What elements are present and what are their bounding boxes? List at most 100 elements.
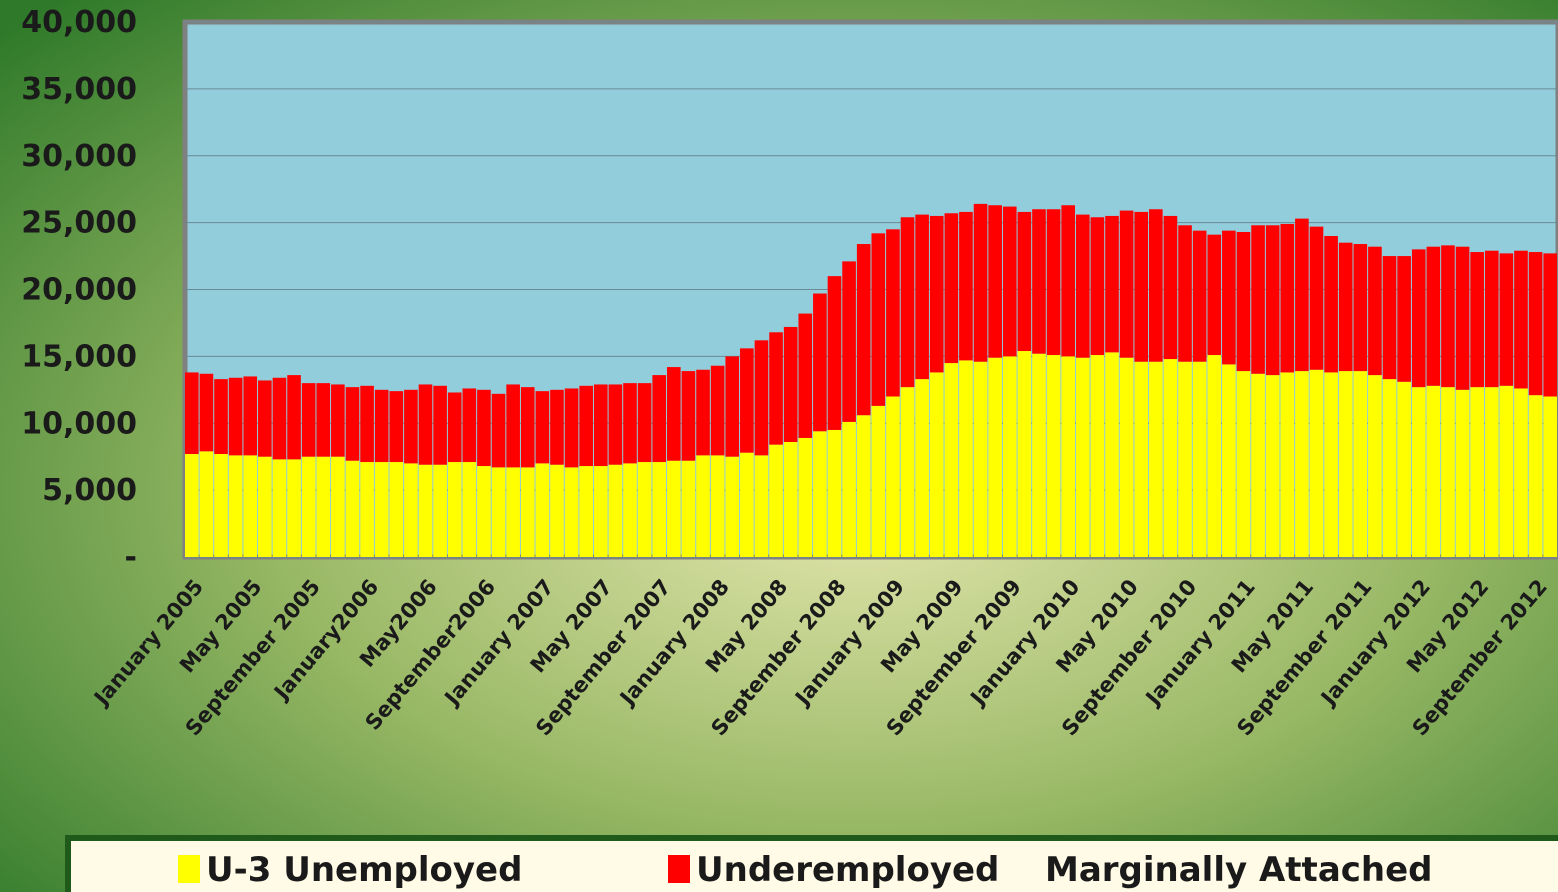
bar-segment bbox=[287, 375, 301, 460]
y-tick-label: 20,000 bbox=[21, 273, 137, 308]
bar-segment bbox=[1149, 209, 1163, 362]
legend-swatch bbox=[668, 855, 690, 883]
bar-segment bbox=[258, 380, 272, 457]
bar-segment bbox=[462, 462, 477, 557]
bar-segment bbox=[637, 383, 652, 463]
y-tick-label: 5,000 bbox=[42, 473, 137, 508]
bar-segment bbox=[228, 377, 243, 456]
bar-segment bbox=[389, 462, 404, 557]
y-tick-label: 15,000 bbox=[21, 339, 137, 374]
bar-segment bbox=[404, 463, 418, 557]
bar-segment bbox=[1528, 395, 1543, 557]
bar-segment bbox=[1441, 245, 1455, 388]
legend-box bbox=[65, 835, 1558, 892]
bar-segment bbox=[1397, 256, 1411, 382]
bar-segment bbox=[520, 467, 535, 557]
bar-segment bbox=[827, 429, 842, 557]
bar-segment bbox=[1017, 211, 1032, 352]
bar-segment bbox=[1455, 246, 1470, 390]
bar-segment bbox=[783, 441, 798, 557]
bar-segment bbox=[447, 392, 462, 463]
bar-segment bbox=[462, 388, 477, 463]
bar-segment bbox=[681, 460, 696, 557]
bar-segment bbox=[564, 467, 579, 557]
bar-segment bbox=[433, 464, 447, 557]
bar-segment bbox=[185, 372, 199, 455]
bar-segment bbox=[667, 460, 681, 557]
bar-segment bbox=[1280, 372, 1295, 557]
bar-segment bbox=[740, 452, 754, 557]
bar-segment bbox=[1411, 387, 1426, 557]
y-tick-label: 25,000 bbox=[21, 206, 137, 241]
bar-segment bbox=[1178, 225, 1192, 362]
bar-segment bbox=[1514, 250, 1528, 389]
bar-segment bbox=[1426, 246, 1441, 386]
bar-segment bbox=[316, 383, 331, 457]
bar-segment bbox=[1484, 387, 1499, 557]
bar-segment bbox=[652, 375, 667, 463]
bar-segment bbox=[579, 466, 593, 557]
bar-segment bbox=[360, 385, 374, 463]
bar-segment bbox=[535, 391, 550, 464]
bar-segment bbox=[1543, 253, 1557, 397]
bar-segment bbox=[199, 451, 214, 557]
bar-segment bbox=[1368, 375, 1382, 557]
bar-segment bbox=[798, 437, 813, 557]
bar-segment bbox=[535, 463, 550, 557]
bar-segment bbox=[1061, 205, 1075, 357]
bar-segment bbox=[1207, 234, 1222, 356]
bar-segment bbox=[360, 462, 374, 557]
bar-segment bbox=[1251, 373, 1265, 557]
bar-segment bbox=[623, 383, 637, 464]
bar-segment bbox=[652, 462, 667, 557]
bar-segment bbox=[740, 348, 754, 453]
bar-segment bbox=[214, 379, 228, 455]
bar-segment bbox=[331, 384, 345, 457]
bar-segment bbox=[1338, 242, 1353, 372]
legend-label: Underemployed bbox=[696, 850, 999, 890]
bar-segment bbox=[871, 405, 886, 557]
bar-segment bbox=[345, 460, 360, 557]
bar-segment bbox=[1032, 353, 1046, 557]
bar-segment bbox=[418, 464, 433, 557]
bar-segment bbox=[681, 371, 696, 461]
bar-segment bbox=[228, 455, 243, 557]
bar-segment bbox=[389, 391, 404, 463]
bar-segment bbox=[272, 459, 287, 557]
bar-segment bbox=[667, 367, 681, 461]
bar-segment bbox=[1470, 252, 1484, 388]
plot-area bbox=[182, 19, 1558, 560]
bar-segment bbox=[1032, 209, 1046, 354]
bar-segment bbox=[477, 389, 491, 467]
bar-segment bbox=[1265, 375, 1280, 557]
bar-segment bbox=[1309, 226, 1324, 370]
legend: U-3 Unemployed Underemployed Marginally At… bbox=[65, 835, 1558, 892]
bar-segment bbox=[564, 388, 579, 468]
bar-segment bbox=[608, 464, 623, 557]
bar-segment bbox=[258, 456, 272, 557]
bar-segment bbox=[1090, 217, 1105, 356]
bar-segment bbox=[1324, 236, 1338, 373]
bar-segment bbox=[243, 455, 258, 557]
bar-segment bbox=[710, 365, 725, 456]
bar-segment bbox=[1236, 231, 1251, 372]
bar-segment bbox=[783, 326, 798, 442]
y-tick-label: - bbox=[125, 540, 137, 575]
bar-segment bbox=[593, 384, 608, 467]
bar-segment bbox=[1426, 385, 1441, 557]
bar-segment bbox=[1353, 244, 1368, 372]
y-tick-label: 35,000 bbox=[21, 72, 137, 107]
bar-segment bbox=[301, 456, 316, 557]
bar-segment bbox=[900, 387, 915, 557]
bar-segment bbox=[1499, 253, 1514, 386]
bar-segment bbox=[696, 455, 710, 557]
bar-segment bbox=[374, 389, 389, 463]
bar-segment bbox=[477, 466, 491, 557]
bar-segment bbox=[1382, 256, 1397, 380]
bar-segment bbox=[1207, 355, 1222, 557]
bar-segment bbox=[1222, 230, 1236, 365]
bar-segment bbox=[550, 464, 564, 557]
bar-segment bbox=[1134, 361, 1149, 557]
bar-segment bbox=[1090, 355, 1105, 557]
